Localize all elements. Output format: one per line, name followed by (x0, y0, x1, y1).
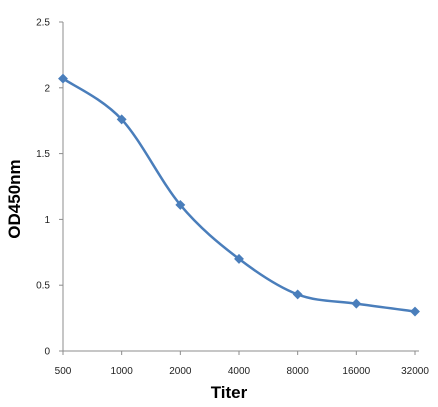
series-line (62, 77, 416, 313)
x-tick-label: 2000 (169, 366, 192, 377)
y-tick-label: 0.5 (36, 281, 50, 292)
data-point-marker (351, 298, 362, 309)
x-tick-label: 16000 (342, 366, 370, 377)
series-layer (58, 73, 420, 317)
y-tick-label: 2 (44, 83, 50, 94)
x-tick-label: 8000 (287, 366, 310, 377)
data-point-marker (58, 73, 68, 84)
x-axis-title: Titer (211, 383, 248, 402)
data-point-marker (410, 306, 420, 317)
x-axis-ticks: 500 1000 2000 4000 8000 16000 32000 (55, 351, 429, 377)
y-axis-title: OD450nm (5, 159, 24, 238)
data-point-marker (116, 114, 127, 125)
data-point-marker (175, 199, 186, 210)
y-tick-label: 2.5 (36, 18, 50, 29)
x-tick-label: 4000 (228, 366, 251, 377)
y-tick-label: 0 (44, 347, 50, 358)
data-point-marker (292, 289, 303, 300)
y-tick-label: 1 (44, 215, 50, 226)
data-point-marker (234, 253, 244, 264)
x-tick-label: 500 (55, 366, 72, 377)
x-tick-label: 1000 (111, 366, 134, 377)
x-tick-label: 32000 (401, 366, 429, 377)
y-tick-label: 1.5 (36, 149, 50, 160)
y-axis-ticks: 0 0.5 1 1.5 2 2.5 (36, 18, 63, 358)
